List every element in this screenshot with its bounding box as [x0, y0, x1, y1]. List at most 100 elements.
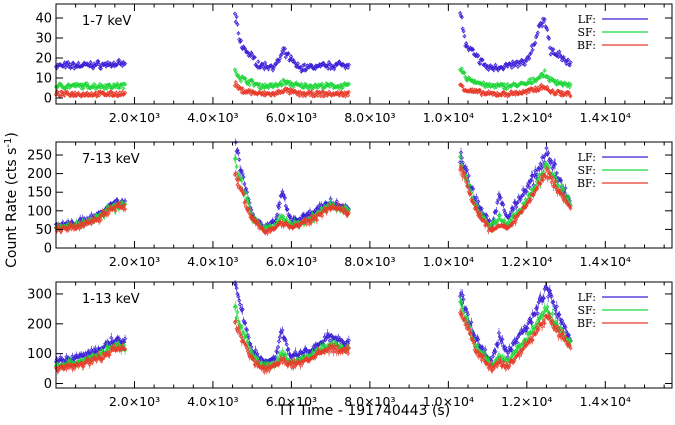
data-point-bf — [524, 91, 529, 96]
data-point-bf — [236, 177, 241, 182]
data-point-lf — [524, 189, 529, 194]
data-point-lf — [242, 181, 247, 186]
data-point-lf — [518, 197, 523, 202]
data-point-lf — [554, 304, 559, 309]
data-point-bf — [546, 175, 552, 181]
data-point-lf — [274, 61, 279, 66]
data-point-bf — [72, 222, 78, 228]
data-point-lf — [565, 57, 571, 62]
data-point-lf — [509, 348, 515, 353]
data-point-bf — [484, 220, 489, 225]
data-point-lf — [241, 44, 246, 49]
data-point-bf — [345, 93, 351, 98]
legend-label-sf: SF: — [578, 164, 596, 177]
data-point-bf — [109, 89, 114, 95]
data-point-lf — [480, 57, 485, 63]
data-point-lf — [241, 175, 246, 180]
x-tick-label: 1.0×10⁴ — [423, 110, 474, 125]
data-point-bf — [514, 217, 519, 222]
data-point-sf — [107, 82, 112, 87]
data-point-lf — [288, 214, 293, 219]
data-point-sf — [482, 215, 487, 220]
data-point-sf — [278, 80, 283, 85]
data-point-lf — [64, 354, 69, 359]
data-point-sf — [552, 78, 558, 83]
data-point-lf — [511, 207, 516, 212]
data-point-bf — [539, 174, 544, 179]
data-point-bf — [309, 213, 314, 218]
data-point-bf — [482, 219, 487, 224]
x-tick-label: 4.0×10³ — [187, 110, 238, 125]
data-point-lf — [243, 320, 248, 326]
x-tick-label: 4.0×10³ — [187, 254, 238, 269]
data-point-lf — [236, 294, 241, 299]
data-point-lf — [494, 208, 499, 214]
data-point-lf — [91, 66, 96, 71]
data-point-bf — [311, 217, 316, 223]
data-point-lf — [76, 60, 81, 66]
y-tick-label: 150 — [27, 186, 52, 201]
data-point-bf — [471, 201, 477, 206]
data-point-lf — [459, 15, 464, 20]
data-point-lf — [275, 345, 281, 350]
data-point-lf — [317, 203, 322, 208]
data-point-lf — [461, 29, 466, 34]
data-point-lf — [547, 288, 552, 293]
data-point-sf — [320, 81, 325, 87]
data-point-bf — [72, 90, 78, 95]
data-point-lf — [546, 150, 551, 155]
data-point-lf — [277, 335, 282, 340]
legend: LF:SF:BF: — [577, 151, 648, 190]
data-point-lf — [530, 47, 535, 53]
data-point-sf — [83, 81, 88, 86]
data-point-bf — [528, 197, 534, 202]
data-point-lf — [545, 286, 550, 291]
data-point-bf — [538, 181, 543, 186]
data-point-lf — [338, 337, 343, 342]
data-point-lf — [237, 157, 242, 162]
data-point-bf — [321, 90, 326, 95]
data-point-lf — [283, 338, 288, 343]
data-point-lf — [469, 320, 474, 325]
data-point-lf — [269, 63, 274, 68]
data-point-lf — [89, 212, 94, 218]
data-point-bf — [243, 199, 248, 204]
data-point-bf — [540, 177, 546, 182]
data-point-bf — [346, 90, 351, 95]
data-point-lf — [553, 311, 559, 317]
data-point-bf — [248, 88, 253, 93]
data-point-lf — [541, 154, 546, 159]
data-point-sf — [481, 80, 486, 85]
data-point-lf — [266, 67, 271, 72]
data-point-bf — [235, 182, 240, 187]
data-point-lf — [501, 202, 506, 207]
data-point-lf — [236, 150, 241, 156]
data-point-lf — [116, 58, 122, 63]
data-point-lf — [96, 59, 101, 64]
data-point-bf — [233, 171, 238, 176]
x-tick-label: 2.0×10³ — [109, 110, 160, 125]
data-point-sf — [546, 165, 552, 170]
data-point-lf — [560, 321, 565, 326]
data-point-lf — [563, 325, 568, 330]
data-point-lf — [476, 53, 481, 58]
data-point-sf — [459, 66, 464, 71]
data-point-lf — [276, 205, 282, 210]
data-point-bf — [568, 94, 573, 99]
data-point-bf — [96, 89, 101, 95]
data-point-lf — [493, 62, 498, 68]
data-point-bf — [240, 86, 245, 91]
data-point-lf — [530, 173, 535, 178]
data-point-sf — [546, 74, 551, 79]
data-point-lf — [533, 168, 538, 173]
data-point-lf — [288, 57, 293, 62]
x-tick-label: 6.0×10³ — [266, 254, 317, 269]
data-point-bf — [107, 93, 112, 98]
data-point-lf — [65, 60, 71, 65]
data-point-lf — [87, 64, 92, 69]
data-point-lf — [234, 14, 239, 19]
data-point-lf — [535, 30, 540, 35]
data-point-lf — [235, 22, 240, 27]
data-point-bf — [562, 194, 567, 199]
data-point-lf — [557, 49, 562, 54]
